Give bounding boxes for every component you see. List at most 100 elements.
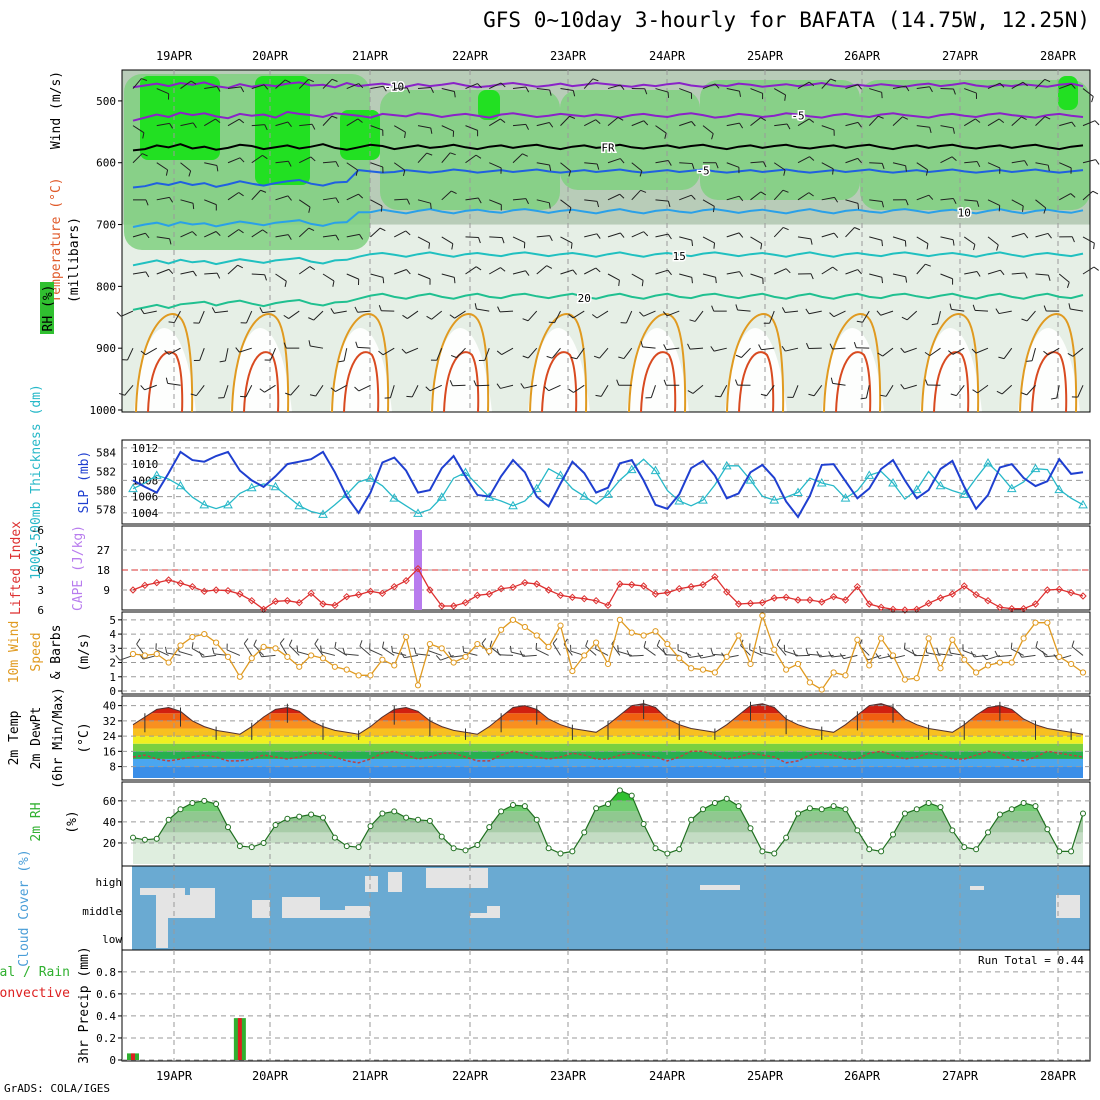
wind-barb-flag — [260, 189, 267, 193]
wind-barb — [132, 125, 145, 134]
wind-barb-flag — [192, 270, 197, 277]
wind-barb-flag — [569, 115, 576, 119]
wind-barb — [270, 347, 276, 361]
wind-barb — [535, 648, 549, 656]
wind-barb-flag — [656, 639, 661, 646]
wind-barb-flag — [568, 388, 574, 393]
lifted-point — [1079, 592, 1087, 600]
wind-barb-flag — [288, 639, 293, 646]
wind-barb — [394, 230, 407, 238]
temperature-panel: 8 16 24 32 40 2m Temp 2m DewPt (6hr Min/Max) (°C… — [7, 687, 1091, 789]
wind-barb — [1082, 88, 1094, 97]
cloud-cover-panel: high middle low Cloud Cover (%) — [17, 849, 1091, 967]
wind-barb-flag — [287, 161, 292, 167]
wind-barb-flag — [617, 645, 619, 652]
wind-barb-flag — [1044, 116, 1051, 120]
wind-barb-flag — [785, 268, 791, 274]
axis-label-wind: Wind (m/s) — [49, 71, 64, 149]
wind-barb — [797, 156, 810, 164]
lifted-point — [996, 603, 1004, 612]
wind-barb — [243, 643, 253, 656]
wind-barb-flag — [453, 91, 456, 98]
wind-barb-flag — [535, 642, 538, 650]
wind-barb-flag — [142, 153, 148, 157]
wind-barb — [750, 191, 762, 201]
wind-barb — [631, 162, 643, 172]
axis-label-cape: CAPE (J/kg) — [71, 525, 86, 611]
thickness-point — [816, 477, 827, 487]
rh-point — [331, 834, 338, 841]
wind-barb — [963, 236, 976, 245]
wind-speed-point — [913, 675, 920, 682]
thickness-point — [270, 481, 281, 491]
wind-barb — [607, 84, 621, 90]
wind-barb — [489, 236, 503, 239]
wind-barb-flag — [759, 646, 762, 653]
wind-barb-flag — [1035, 641, 1038, 648]
rh-band-moist — [860, 80, 1090, 210]
wind-barb — [173, 310, 181, 323]
wind-barb — [784, 650, 799, 656]
lifted-point — [164, 576, 173, 584]
wind-barb — [168, 347, 181, 355]
thickness-point — [721, 460, 732, 470]
slp-line — [132, 450, 1084, 519]
wind-barb — [666, 347, 680, 351]
wind-barb — [195, 384, 205, 396]
y-tick-label: 16 — [103, 745, 116, 758]
wind-barb — [180, 162, 191, 172]
wind-barb — [405, 347, 419, 354]
wind-barb — [431, 310, 443, 320]
wind-barb — [198, 310, 205, 324]
wind-barb — [904, 648, 917, 656]
wind-barb — [1035, 646, 1048, 656]
wind-barb-flag — [240, 86, 245, 93]
wind-barb — [346, 193, 359, 201]
temperature-contour-label: 10 — [958, 207, 971, 220]
rh-band — [133, 842, 1083, 864]
wind-barb-flag — [235, 347, 240, 353]
wind-barb — [833, 310, 846, 318]
wind-barb — [892, 236, 906, 242]
thickness-point — [983, 457, 993, 467]
wind-barb-flag — [285, 392, 291, 396]
wind-barb-flag — [999, 82, 1005, 88]
wind-barb — [536, 162, 550, 166]
lifted-point — [319, 600, 327, 608]
rh-point — [723, 795, 730, 802]
wind-barb-flag — [952, 239, 955, 246]
wind-barb — [938, 653, 953, 656]
wind-barb-flag — [119, 392, 125, 396]
slp-thickness-panel: 100410061008101010125785805825841000-500… — [29, 384, 1091, 580]
thickness-point — [508, 500, 518, 510]
wind-barb — [417, 236, 430, 244]
wind-barb-flag — [496, 350, 503, 356]
wind-barb — [215, 310, 229, 314]
precip-panel: 0 0.2 0.4 0.6 0.8 Run Total = 0.44 3hr Precip … — [0, 946, 1091, 1067]
wind-barb — [916, 86, 930, 90]
wind-barb — [1082, 236, 1095, 244]
cloud-level-label: low — [102, 933, 122, 946]
wind-barb — [650, 385, 656, 398]
wind-barb-flag — [216, 272, 221, 279]
wind-barb-flag — [192, 203, 195, 210]
rh-point — [866, 846, 873, 853]
wind-barb-flag — [808, 192, 814, 197]
lifted-point — [212, 586, 220, 594]
rh-point — [1056, 848, 1063, 855]
temp-band — [133, 703, 1083, 706]
wind-barb-flag — [1042, 650, 1046, 657]
rh-band-saturated — [255, 76, 310, 185]
wind-barb — [465, 266, 477, 275]
wind-barb-flag — [238, 118, 245, 124]
lifted-point — [865, 600, 873, 608]
wind-barb — [975, 347, 989, 354]
rh-point — [664, 850, 671, 857]
rh-point — [320, 814, 326, 821]
wind-speed-point — [343, 666, 350, 673]
lifted-point — [366, 587, 375, 596]
wind-barb — [227, 118, 240, 127]
lifted-line — [132, 567, 1084, 611]
wind-barb-flag — [857, 203, 860, 210]
wind-barb-flag — [739, 91, 742, 97]
